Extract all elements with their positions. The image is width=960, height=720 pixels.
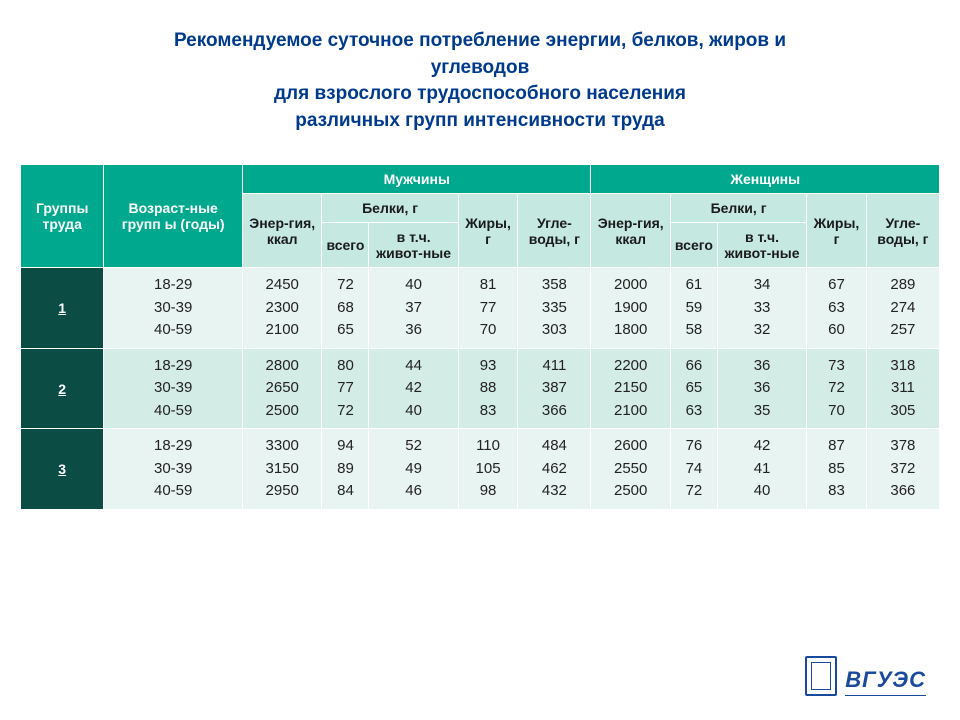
col-age: Возраст-ные групп ы (годы): [104, 165, 243, 268]
data-cell: 938883: [458, 348, 518, 429]
data-cell: 18-2930-3940-59: [104, 429, 243, 510]
data-cell: 666563: [670, 348, 717, 429]
col-w-fat: Жиры, г: [807, 194, 867, 268]
col-m-carbs: Угле-воды, г: [518, 194, 591, 268]
data-cell: 737270: [807, 348, 867, 429]
title-line-2: углеводов: [60, 55, 900, 82]
data-cell: 403736: [369, 268, 458, 349]
data-cell: 363635: [717, 348, 806, 429]
title-line-4: различных групп интенсивности труда: [60, 108, 900, 135]
col-m-prot-animal: в т.ч. живот-ные: [369, 223, 458, 268]
col-men: Мужчины: [243, 165, 591, 194]
group-label: 3: [21, 429, 104, 510]
col-w-energy: Энер-гия, ккал: [591, 194, 670, 268]
col-groups: Группы труда: [21, 165, 104, 268]
data-cell: 948984: [322, 429, 369, 510]
title-line-1: Рекомендуемое суточное потребление энерг…: [60, 28, 900, 55]
col-m-prot-total: всего: [322, 223, 369, 268]
data-cell: 424140: [717, 429, 806, 510]
data-cell: 220021502100: [591, 348, 670, 429]
data-cell: 444240: [369, 348, 458, 429]
nutrition-table: Группы труда Возраст-ные групп ы (годы) …: [20, 164, 940, 510]
data-cell: 484462432: [518, 429, 591, 510]
data-cell: 676360: [807, 268, 867, 349]
col-women: Женщины: [591, 165, 940, 194]
data-cell: 807772: [322, 348, 369, 429]
col-m-fat: Жиры, г: [458, 194, 518, 268]
group-label: 1: [21, 268, 104, 349]
col-w-protein: Белки, г: [670, 194, 806, 223]
data-cell: 615958: [670, 268, 717, 349]
data-cell: 245023002100: [243, 268, 322, 349]
data-cell: 260025502500: [591, 429, 670, 510]
title-line-3: для взрослого трудоспособного населения: [60, 81, 900, 108]
data-cell: 378372366: [866, 429, 939, 510]
data-cell: 411387366: [518, 348, 591, 429]
col-w-prot-total: всего: [670, 223, 717, 268]
col-m-energy: Энер-гия, ккал: [243, 194, 322, 268]
group-label: 2: [21, 348, 104, 429]
data-cell: 11010598: [458, 429, 518, 510]
col-w-carbs: Угле-воды, г: [866, 194, 939, 268]
data-cell: 726865: [322, 268, 369, 349]
page-title: Рекомендуемое суточное потребление энерг…: [0, 0, 960, 154]
data-cell: 289274257: [866, 268, 939, 349]
data-cell: 330031502950: [243, 429, 322, 510]
data-cell: 343332: [717, 268, 806, 349]
data-cell: 878583: [807, 429, 867, 510]
data-cell: 358335303: [518, 268, 591, 349]
data-cell: 318311305: [866, 348, 939, 429]
logo-text: ВГУЭС: [845, 667, 926, 696]
data-cell: 524946: [369, 429, 458, 510]
data-cell: 817770: [458, 268, 518, 349]
col-m-protein: Белки, г: [322, 194, 458, 223]
data-cell: 18-2930-3940-59: [104, 348, 243, 429]
col-w-prot-animal: в т.ч. живот-ные: [717, 223, 806, 268]
data-cell: 280026502500: [243, 348, 322, 429]
data-cell: 18-2930-3940-59: [104, 268, 243, 349]
data-cell: 200019001800: [591, 268, 670, 349]
logo-icon: [805, 656, 837, 696]
logo: ВГУЭС: [805, 656, 926, 696]
data-cell: 767472: [670, 429, 717, 510]
